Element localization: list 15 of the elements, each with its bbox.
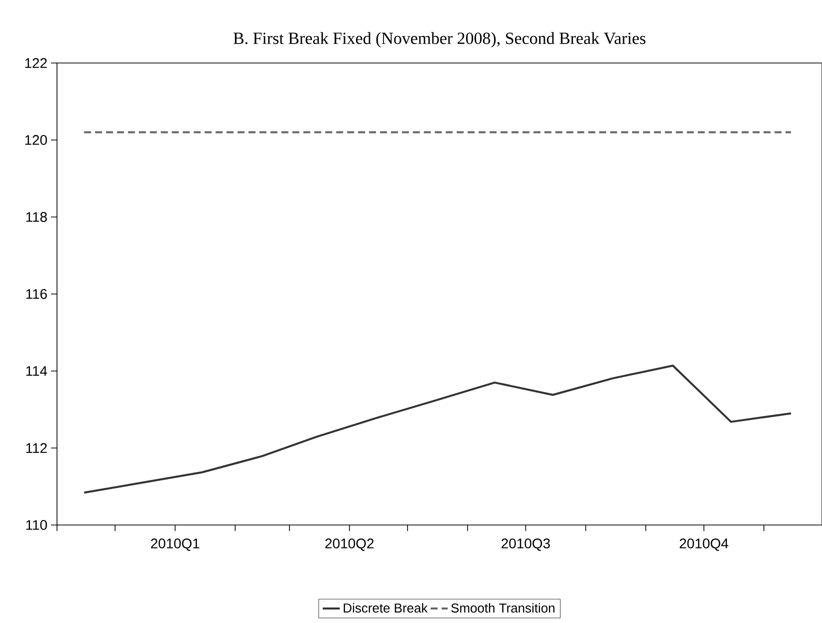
y-tick-label: 110 (26, 520, 47, 530)
legend-label: Smooth Transition (451, 603, 554, 613)
y-tick-label: 122 (25, 58, 47, 68)
y-tick-label: 114 (26, 366, 48, 376)
x-tick-label: 2010Q4 (680, 538, 728, 551)
x-tick-label: 2010Q3 (502, 538, 550, 551)
y-tick-label: 112 (26, 443, 47, 453)
chart-title: B. First Break Fixed (November 2008), Second Break Varies (234, 32, 646, 48)
line-series (83, 364, 792, 494)
y-tick-label: 118 (26, 212, 47, 222)
x-tick-label: 2010Q2 (325, 538, 374, 551)
y-tick-label: 120 (25, 135, 47, 145)
x-tick-label: 2010Q1 (151, 538, 200, 551)
legend-label: Discrete Break (344, 603, 428, 613)
y-tick-label: 116 (26, 289, 47, 299)
